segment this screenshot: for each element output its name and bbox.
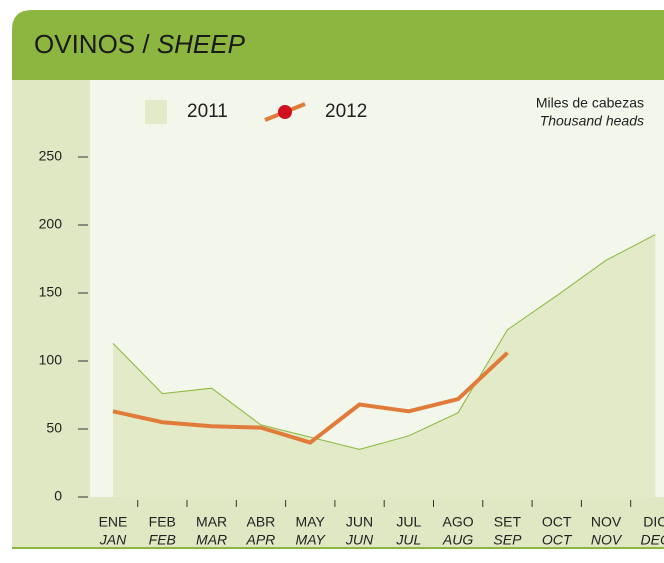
- unit-label-en: Thousand heads: [540, 113, 644, 129]
- x-tick-label: MAR: [196, 514, 227, 530]
- x-tick-label: MAY: [296, 514, 326, 530]
- x-tick-label: SET: [494, 514, 522, 530]
- x-tick-label: ABR: [247, 514, 276, 530]
- x-tick-label: OCT: [542, 514, 572, 530]
- unit-label: Miles de cabezas: [536, 95, 644, 111]
- x-tick-label-en: NOV: [591, 532, 623, 548]
- x-tick-label-en: JAN: [99, 532, 127, 548]
- y-tick-label: 0: [54, 488, 62, 504]
- y-tick-label: 50: [46, 420, 62, 436]
- area-line: [112, 234, 656, 450]
- x-tick-label: FEB: [149, 514, 176, 530]
- x-tick-label-en: FEB: [149, 532, 176, 548]
- y-tick-label: 250: [39, 148, 63, 164]
- legend-label: 2011: [187, 101, 228, 122]
- x-tick-label-en: APR: [246, 532, 276, 548]
- x-tick-label-en: JUL: [395, 532, 421, 548]
- x-tick-label: JUL: [396, 514, 421, 530]
- x-tick-label-en: MAY: [296, 532, 327, 548]
- x-tick-label: AGO: [443, 514, 474, 530]
- x-tick-label: DIC: [643, 514, 664, 530]
- header: [12, 10, 664, 80]
- x-tick-label: NOV: [591, 514, 622, 530]
- x-tick-label: JUN: [346, 514, 373, 530]
- x-tick-label-en: MAR: [196, 532, 227, 548]
- x-tick-label-en: AUG: [442, 532, 473, 548]
- area: [113, 234, 656, 497]
- chart-title: OVINOS / SHEEP: [34, 29, 246, 59]
- y-tick-label: 100: [39, 352, 63, 368]
- x-tick-label: ENE: [99, 514, 128, 530]
- legend-marker: [278, 105, 292, 119]
- x-tick-label-en: DEC: [641, 532, 664, 548]
- y-tick-label: 200: [39, 216, 63, 232]
- x-tick-label-en: JUN: [345, 532, 374, 548]
- y-tick-label: 150: [39, 284, 63, 300]
- x-tick-label-en: SEP: [493, 532, 522, 548]
- x-tick-label-en: OCT: [542, 532, 573, 548]
- legend-label: 2012: [325, 101, 367, 122]
- line: [112, 351, 509, 445]
- legend-swatch: [145, 100, 167, 124]
